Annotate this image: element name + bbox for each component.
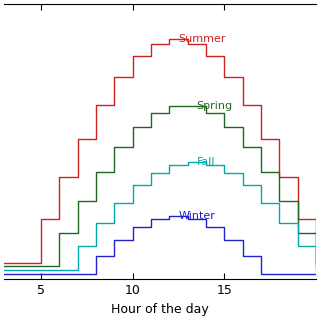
X-axis label: Hour of the day: Hour of the day xyxy=(111,303,209,316)
Text: Winter: Winter xyxy=(178,211,215,221)
Text: Spring: Spring xyxy=(197,101,233,111)
Text: Fall: Fall xyxy=(197,157,215,167)
Text: Summer: Summer xyxy=(178,35,226,44)
